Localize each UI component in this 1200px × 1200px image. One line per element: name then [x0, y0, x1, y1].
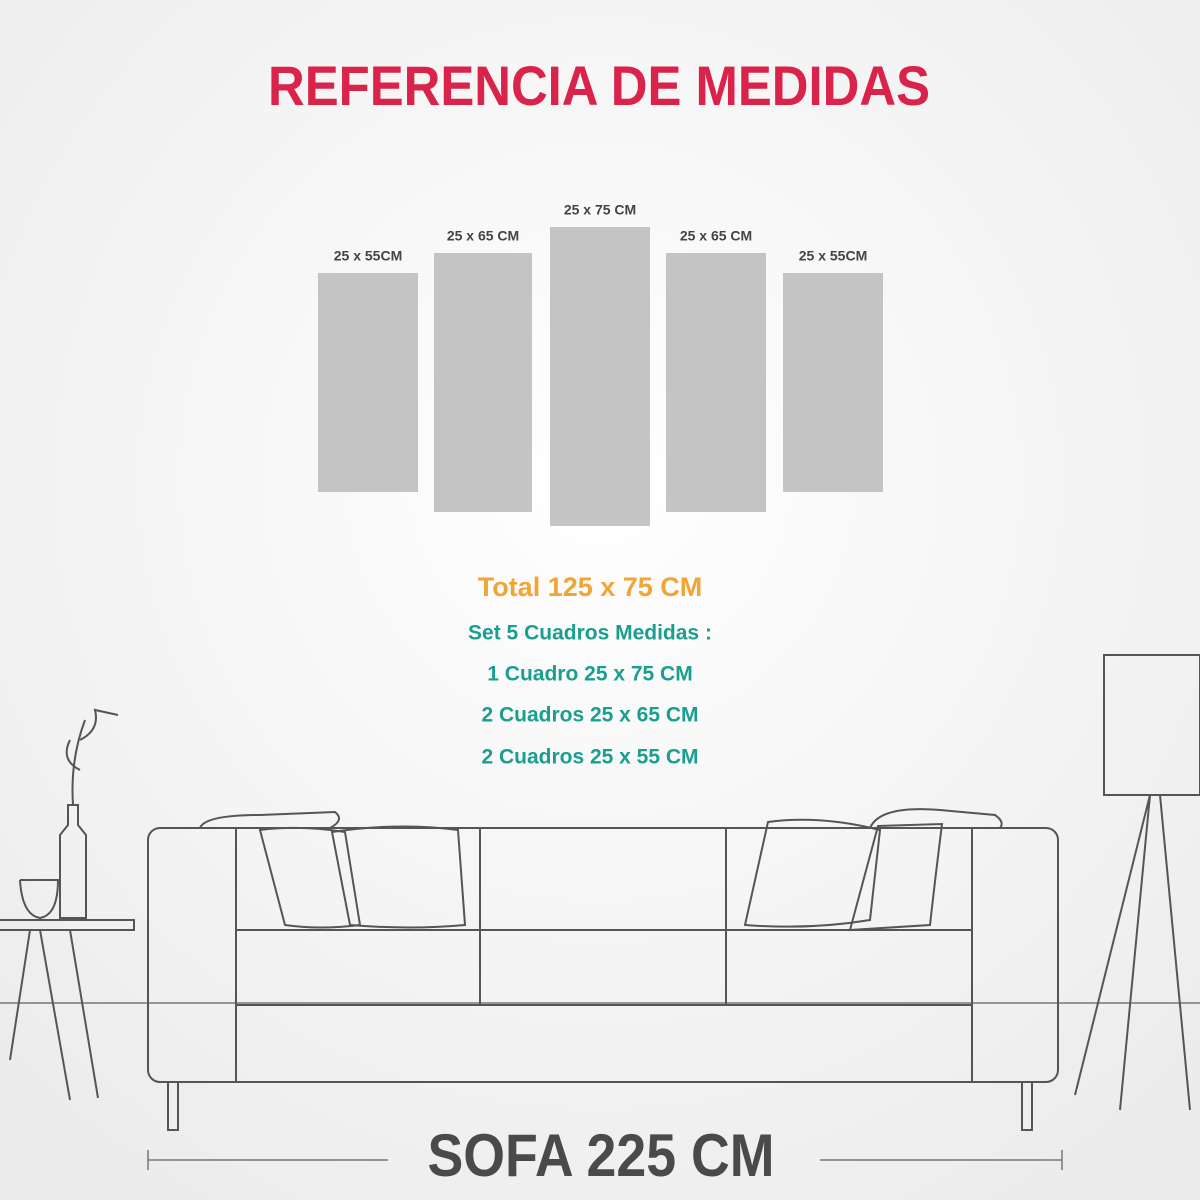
panel [318, 273, 418, 492]
panels [318, 227, 883, 526]
detail: 1 Cuadro 25 x 75 CM [487, 663, 692, 686]
panel-label: 25 x 65 CM [680, 228, 752, 244]
panel [666, 253, 766, 512]
panel-label: 25 x 55CM [799, 248, 867, 264]
panel [550, 227, 650, 526]
sofa-label: SOFA 225 CM [428, 1122, 775, 1189]
total: Total 125 x 75 CM [478, 572, 703, 602]
panel [434, 253, 532, 512]
detail: 2 Cuadros 25 x 65 CM [481, 704, 698, 727]
room-illustration [0, 654, 1200, 1131]
panel [783, 273, 883, 492]
title: REFERENCIA DE MEDIDAS [268, 54, 930, 117]
sofa-dimension [147, 1150, 1063, 1170]
panel-label: 25 x 75 CM [564, 202, 636, 218]
detail: 2 Cuadros 25 x 55 CM [481, 746, 698, 769]
panel-label: 25 x 55CM [334, 248, 402, 264]
detail: Set 5 Cuadros Medidas : [468, 622, 712, 645]
panel-label: 25 x 65 CM [447, 228, 519, 244]
